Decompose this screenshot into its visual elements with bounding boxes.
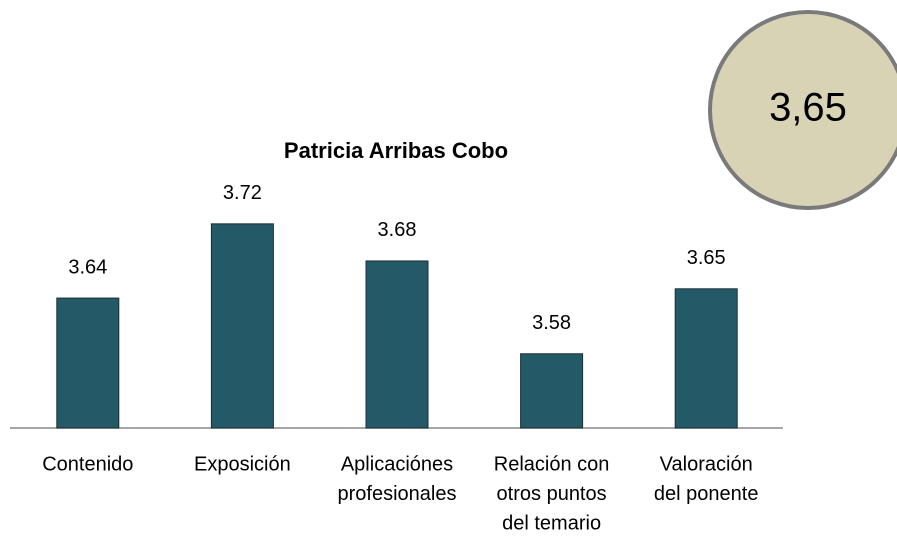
value-label: 3.68: [378, 219, 417, 241]
chart-title: Patricia Arribas Cobo: [284, 138, 508, 163]
x-tick-label: Exposición: [194, 453, 291, 475]
badge-text: 3,65: [769, 86, 847, 130]
x-tick-label: Contenido: [42, 453, 133, 475]
x-tick-label: del temario: [502, 512, 601, 534]
bar: [56, 297, 120, 429]
bar: [674, 288, 738, 429]
value-label: 3.72: [223, 182, 262, 204]
x-tick-label: profesionales: [338, 483, 457, 505]
bar: [520, 353, 584, 429]
bar: [210, 223, 274, 429]
bar: [365, 260, 429, 429]
x-tick-label: Valoración: [660, 453, 753, 475]
value-label: 3.65: [687, 247, 726, 269]
value-label: 3.64: [68, 256, 107, 278]
x-tick-label: Relación con: [494, 453, 610, 475]
x-tick-label: otros puntos: [497, 483, 607, 505]
x-tick-label: del ponente: [654, 483, 759, 505]
badge-circle: [708, 10, 897, 210]
x-tick-label: Aplicaciónes: [341, 453, 453, 475]
value-label: 3.58: [532, 312, 571, 334]
